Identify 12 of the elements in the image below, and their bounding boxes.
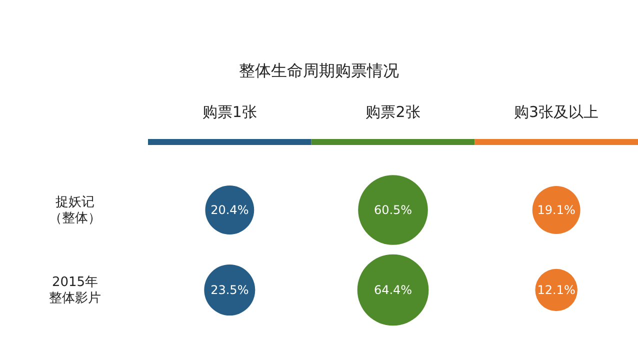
category-label: 捉妖记（整体） [49, 194, 101, 226]
data-label: 60.5% [374, 203, 412, 217]
data-label: 12.1% [537, 283, 576, 297]
category-label: 购票1张 [202, 103, 257, 121]
data-label: 19.1% [537, 203, 576, 217]
category-label: 购3张及以上 [514, 103, 599, 121]
category-label: 购票2张 [366, 103, 420, 121]
text: 整体生命周期购票情况 [239, 60, 399, 80]
data-label: 23.5% [210, 283, 249, 297]
data-label: 64.4% [374, 283, 412, 297]
category-label: 2015年整体影片 [49, 274, 101, 306]
data-label: 20.4% [210, 203, 249, 217]
